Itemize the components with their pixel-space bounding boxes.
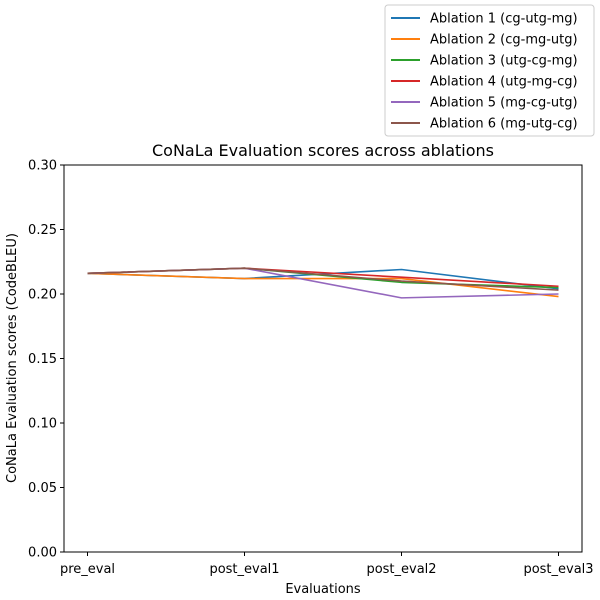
legend-label-3: Ablation 3 (utg-cg-mg) [430, 54, 578, 69]
y-tick-label: 0.10 [28, 417, 57, 432]
plot-area [64, 165, 582, 552]
legend-label-5: Ablation 5 (mg-cg-utg) [430, 96, 578, 111]
y-tick-label: 0.15 [28, 352, 57, 367]
y-tick-label: 0.30 [28, 159, 57, 174]
series-layer [87, 267, 559, 299]
x-tick-label: post_eval3 [523, 562, 593, 577]
chart-title: CoNaLa Evaluation scores across ablation… [152, 141, 494, 160]
series-line-6 [87, 267, 559, 291]
y-axis-label: CoNaLa Evaluation scores (CodeBLEU) [5, 233, 20, 483]
x-tick-label: post_eval2 [366, 562, 436, 577]
x-tick-label: pre_eval [60, 562, 115, 577]
y-axis: 0.00 0.05 0.10 0.15 0.20 0.25 0.30 [28, 159, 64, 561]
y-tick-label: 0.25 [28, 223, 57, 238]
x-axis: pre_eval post_eval1 post_eval2 post_eval3 [60, 552, 594, 577]
y-tick-label: 0.00 [28, 546, 57, 561]
x-tick-label: post_eval1 [209, 562, 279, 577]
legend: Ablation 1 (cg-utg-mg) Ablation 2 (cg-mg-… [384, 4, 595, 137]
series-line-2 [87, 272, 559, 298]
y-tick-label: 0.05 [28, 481, 57, 496]
legend-label-6: Ablation 6 (mg-utg-cg) [430, 117, 578, 132]
x-axis-label: Evaluations [285, 582, 361, 597]
legend-label-1: Ablation 1 (cg-utg-mg) [430, 12, 578, 27]
y-tick-label: 0.20 [28, 288, 57, 303]
legend-label-4: Ablation 4 (utg-mg-cg) [430, 75, 578, 90]
legend-label-2: Ablation 2 (cg-mg-utg) [430, 33, 578, 48]
legend-frame [384, 4, 595, 137]
